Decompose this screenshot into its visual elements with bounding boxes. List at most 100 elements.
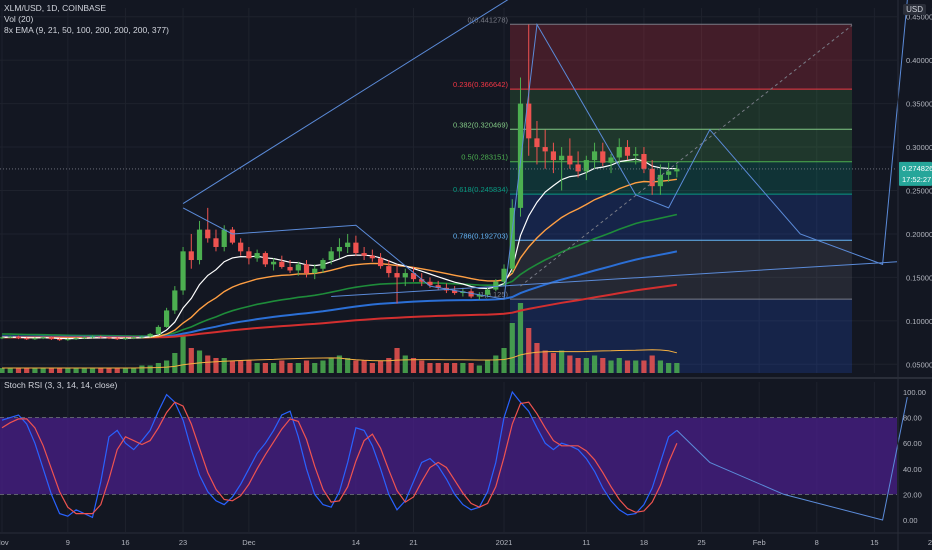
volume-bar (666, 363, 672, 373)
candle-body (657, 174, 663, 187)
stoch-k-line (1, 390, 678, 519)
candle-body (666, 171, 672, 175)
time-tick-label: 16 (121, 538, 129, 547)
volume-bar (435, 363, 441, 373)
time-tick-label: 23 (179, 538, 187, 547)
candle-body (328, 251, 334, 261)
candle-body (517, 103, 524, 208)
candle-body (48, 337, 54, 340)
volume-bar (147, 365, 153, 373)
volume-bar (402, 355, 408, 373)
volume-bar (213, 358, 219, 373)
volume-bar (40, 368, 46, 373)
last-price-value: 0.274826 (902, 164, 932, 173)
volume-bar (188, 348, 194, 373)
time-tick-label: 9 (66, 538, 70, 547)
candle-body (345, 242, 351, 247)
candle-body (419, 279, 425, 282)
stoch-rsi-pane[interactable] (0, 382, 932, 532)
candle-body (73, 338, 79, 340)
candle-body (238, 242, 244, 252)
candle-body (24, 338, 30, 340)
candle-body (246, 251, 252, 259)
candle-body (526, 103, 532, 139)
candle-body (600, 151, 606, 163)
candle-body (172, 290, 178, 311)
volume-bar (81, 368, 87, 373)
stoch-tick-label: 60.00 (903, 439, 922, 448)
volume-bar (32, 368, 38, 373)
currency-badge[interactable]: USD (903, 4, 926, 15)
volume-bar (468, 363, 474, 373)
volume-bar (517, 303, 524, 373)
time-tick-label: 2021 (496, 538, 513, 547)
ema-50-line (1, 213, 678, 337)
candle-body (270, 261, 277, 265)
candle-body (0, 337, 5, 339)
candle-body (213, 238, 219, 247)
candle-body (484, 289, 491, 295)
candle-body (320, 260, 326, 269)
candle-body (534, 138, 540, 148)
fib-level-label: 0.382(0.320469) (453, 120, 509, 129)
volume-bar (65, 368, 71, 373)
stoch-indicator-label[interactable]: Stoch RSI (3, 3, 14, 14, close) (4, 380, 118, 390)
volume-bar (501, 348, 507, 373)
candle-body (147, 333, 153, 337)
candle-body (196, 229, 203, 261)
time-tick-label: Nov (0, 538, 9, 547)
volume-bar (542, 350, 548, 373)
volume-bar (509, 323, 515, 373)
volume-bar (320, 360, 326, 373)
fib-zone (510, 299, 852, 373)
fib-zone (510, 89, 852, 130)
volume-bar (106, 368, 112, 373)
pattern-drawing (182, 0, 908, 300)
stoch-projection-drawing (676, 397, 908, 521)
volume-bar (345, 358, 351, 373)
main-price-pane[interactable]: 0(0.441278) 0.236(0.366642) 0.382(0.320469… (0, 0, 932, 373)
volume-bar (657, 360, 663, 373)
fib-level-label: 0.236(0.366642) (453, 80, 509, 89)
candle-body (81, 337, 87, 339)
candle-body (32, 338, 38, 340)
volume-bar (196, 350, 203, 373)
volume-bar (0, 368, 5, 373)
fib-zone (510, 194, 852, 241)
fib-level-label: 1(0.125) (480, 290, 508, 299)
candle-body (641, 154, 647, 169)
volume-ma-line (2, 349, 678, 369)
time-tick-label: 15 (870, 538, 878, 547)
candle-body (377, 258, 384, 267)
candle-body (427, 281, 433, 286)
candle-body (559, 155, 565, 161)
volume-bar (419, 360, 425, 373)
volume-indicator-label[interactable]: Vol (20) (4, 14, 34, 24)
candle-body (583, 160, 589, 172)
volume-bar (476, 365, 482, 373)
candle-body (89, 336, 96, 338)
countdown-value: 17:52:27 (902, 175, 931, 184)
volume-bar (336, 355, 343, 373)
time-tick-label: 11 (582, 538, 590, 547)
candle-body (493, 281, 499, 290)
candle-body (262, 253, 268, 265)
candle-body (312, 268, 318, 274)
volume-bar (139, 365, 145, 373)
volume-bar (526, 328, 532, 373)
candle-body (369, 255, 375, 259)
ema-indicator-label[interactable]: 8x EMA (9, 21, 50, 100, 200, 200, 200, 3… (4, 25, 169, 35)
symbol-title[interactable]: XLM/USD, 1D, COINBASE (4, 3, 107, 13)
volume-bar (122, 368, 129, 373)
volume-bar (608, 360, 614, 373)
volume-bar (361, 360, 367, 373)
volume-bar (287, 363, 293, 373)
volume-bar (246, 360, 252, 373)
volume-bar (583, 358, 589, 373)
candle-body (15, 336, 22, 339)
volume-bar (262, 363, 268, 373)
